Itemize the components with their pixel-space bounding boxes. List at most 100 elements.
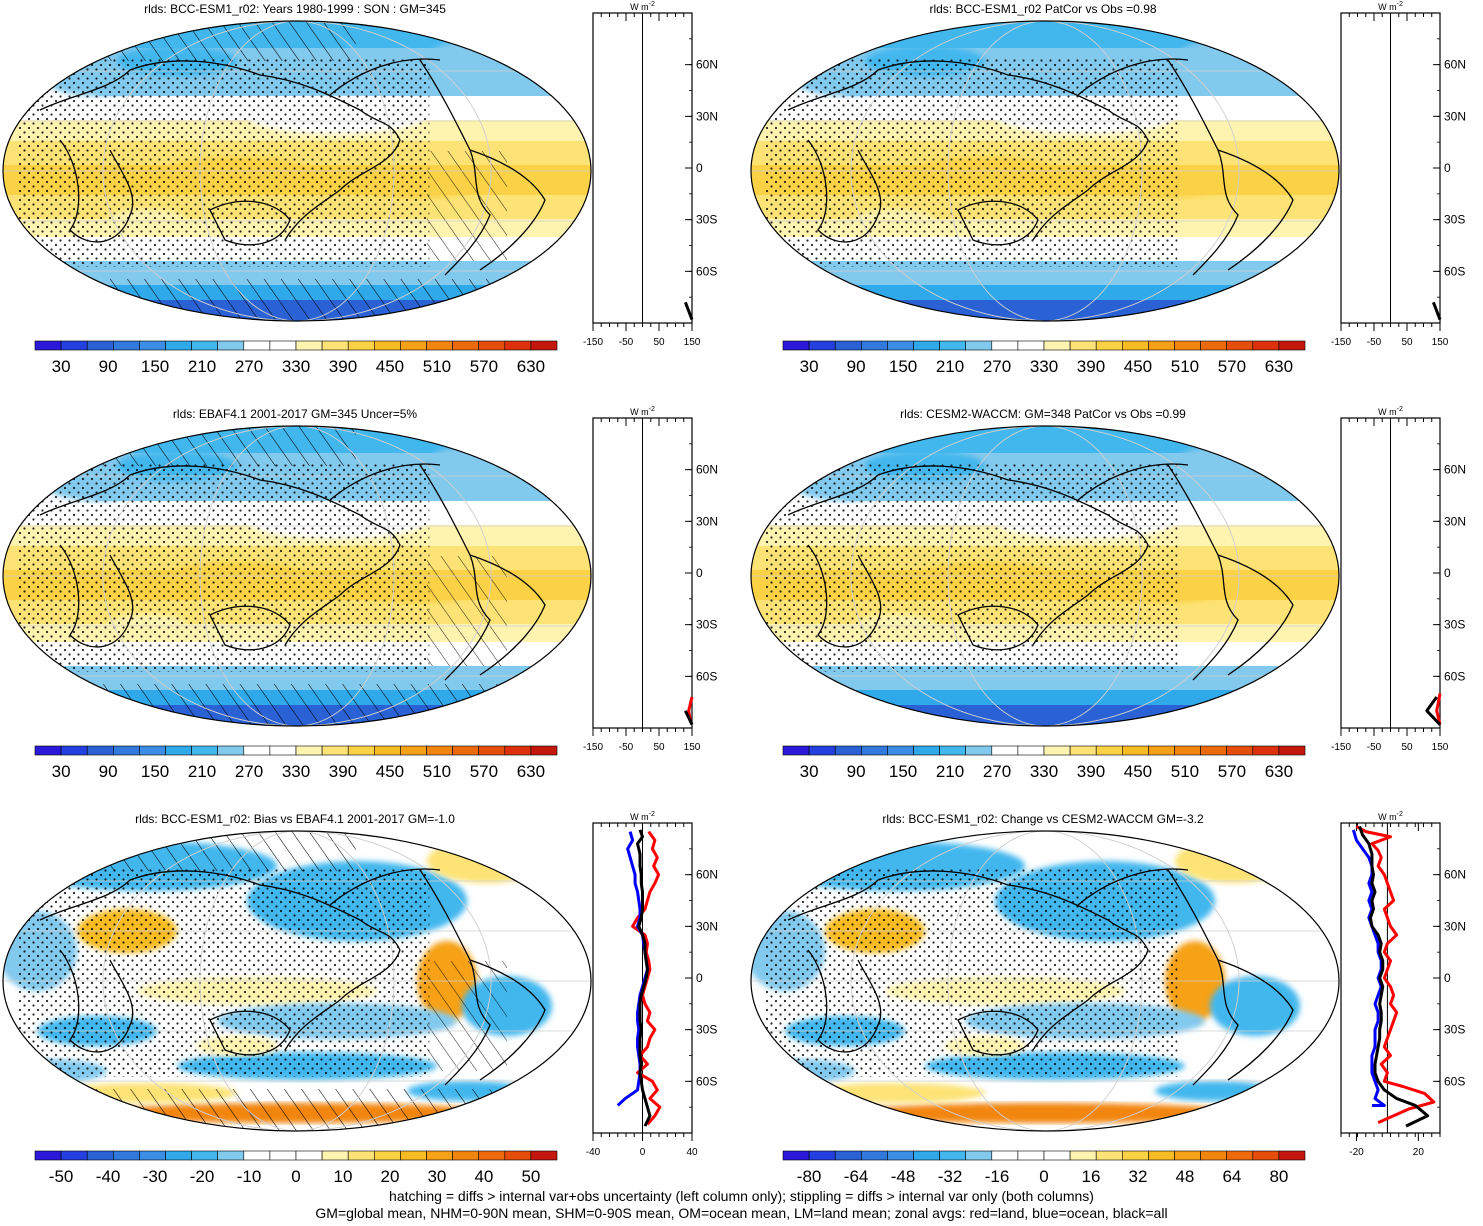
- colorbar-swatch: [243, 745, 271, 756]
- colorbar-swatch: [1069, 340, 1097, 351]
- colorbar-swatch: [217, 340, 245, 351]
- zonal-y-tick-label: 30S: [1444, 1023, 1465, 1037]
- colorbar-tick-label: 210: [936, 357, 964, 376]
- colorbar-tick-label: 16: [1082, 1167, 1101, 1186]
- colorbar-swatch: [478, 1150, 506, 1161]
- zonal-line-black: [636, 829, 652, 1127]
- map: [750, 20, 1340, 322]
- colorbar-swatch: [965, 1150, 993, 1161]
- colorbar-swatch: [991, 340, 1019, 351]
- zonal-unit-label: W m-2: [1378, 406, 1403, 417]
- colorbar-swatch: [939, 1150, 966, 1161]
- zonal-x-tick-label: 50: [1401, 742, 1413, 753]
- colorbar-swatch: [478, 745, 506, 756]
- zonal-y-tick-label: 0: [1444, 161, 1451, 175]
- zonal-y-tick-label: 60S: [1444, 264, 1465, 278]
- colorbar-tick-label: 510: [1171, 357, 1199, 376]
- colorbar-swatch: [1174, 340, 1201, 351]
- zonal-x-tick-label: 40: [686, 1147, 698, 1158]
- colorbar-swatch: [913, 1150, 940, 1161]
- colorbar-tick-label: 30: [52, 762, 71, 781]
- colorbar-tick-label: 330: [282, 762, 310, 781]
- zonal-unit-label: W m-2: [1378, 811, 1403, 822]
- colorbar-swatch: [321, 340, 349, 351]
- zonal-y-tick-label: 30N: [1444, 919, 1466, 933]
- zonal-y-tick-label: 30N: [1444, 514, 1466, 528]
- colorbar-swatch: [504, 1150, 532, 1161]
- colorbar-tick-label: 570: [470, 357, 498, 376]
- colorbar-swatch: [452, 745, 480, 756]
- colorbar-swatch: [782, 340, 810, 351]
- colorbar-swatch: [1200, 1150, 1227, 1161]
- panel-title: rlds: BCC-ESM1_r02: Bias vs EBAF4.1 2001…: [135, 812, 455, 826]
- zonal-y-tick-label: 60S: [1444, 1074, 1465, 1088]
- colorbar-tick-label: 0: [291, 1167, 300, 1186]
- graticule: [751, 21, 1339, 321]
- zonal-x-tick-label: 50: [653, 742, 665, 753]
- map: [750, 425, 1340, 727]
- colorbar-tick-label: -64: [844, 1167, 869, 1186]
- zonal-line-black: [1425, 696, 1442, 726]
- zonal-y-tick-label: 60S: [1444, 669, 1465, 683]
- colorbar-tick-label: 90: [847, 762, 866, 781]
- colorbar-swatch: [1148, 340, 1175, 351]
- colorbar-swatch: [782, 1150, 810, 1161]
- colorbar-swatch: [991, 745, 1019, 756]
- colorbar-swatch: [530, 340, 558, 351]
- stipple-overlay: [765, 57, 1178, 267]
- colorbar-swatch: [139, 745, 166, 756]
- zonal-x-tick-label: -150: [1331, 337, 1351, 348]
- colorbar-tick-label: -16: [985, 1167, 1010, 1186]
- colorbar-swatch: [965, 745, 993, 756]
- colorbar-tick-label: 330: [1030, 762, 1058, 781]
- colorbar-tick-label: 90: [99, 357, 118, 376]
- colorbar-swatch: [165, 340, 192, 351]
- colorbar-tick-label: 330: [1030, 357, 1058, 376]
- zonal-x-tick-label: 50: [653, 337, 665, 348]
- zonal-x-tick-label: -50: [619, 337, 634, 348]
- colorbar-swatch: [400, 340, 427, 351]
- colorbar-tick-label: 270: [983, 762, 1011, 781]
- colorbar-swatch: [530, 1150, 558, 1161]
- zonal-y-tick-label: 30S: [1444, 618, 1465, 632]
- map: [750, 830, 1340, 1132]
- colorbar-swatch: [1226, 340, 1254, 351]
- colorbar-swatch: [834, 745, 862, 756]
- colorbar-swatch: [530, 745, 558, 756]
- colorbar-swatch: [373, 340, 401, 351]
- colorbar-swatch: [139, 1150, 166, 1161]
- colorbar-tick-label: -32: [938, 1167, 963, 1186]
- colorbar-tick-label: 450: [376, 762, 404, 781]
- colorbar-swatch: [452, 1150, 480, 1161]
- colorbar: 30 90 150 210 270 330 390 450 510 570 630: [34, 340, 558, 376]
- colorbar-swatch: [1069, 1150, 1097, 1161]
- panel-title: rlds: BCC-ESM1_r02: Change vs CESM2-WACC…: [882, 812, 1204, 826]
- panel-5: rlds: BCC-ESM1_r02: Bias vs EBAF4.1 2001…: [2, 811, 718, 1186]
- colorbar-tick-label: -30: [143, 1167, 168, 1186]
- colorbar: 30 90 150 210 270 330 390 450 510 570 630: [34, 745, 558, 781]
- colorbar-tick-label: 270: [235, 357, 263, 376]
- colorbar-tick-label: 30: [52, 357, 71, 376]
- colorbar-tick-label: 90: [99, 762, 118, 781]
- colorbar-swatch: [400, 1150, 427, 1161]
- zonal-mean-plot: W m-2 -40 0 40 60N 30N 0 30S 60S: [586, 811, 718, 1158]
- footer-note-means: GM=global mean, NHM=0-90N mean, SHM=0-90…: [315, 1205, 1168, 1221]
- colorbar-swatch: [1148, 1150, 1175, 1161]
- colorbar-tick-label: 30: [800, 762, 819, 781]
- colorbar-tick-label: 390: [329, 762, 357, 781]
- colorbar-swatch: [86, 745, 114, 756]
- coastlines: [39, 39, 561, 276]
- colorbar-swatch: [860, 745, 888, 756]
- zonal-x-tick-label: 150: [684, 337, 701, 348]
- colorbar-tick-label: 150: [889, 762, 917, 781]
- zonal-line-black: [1431, 301, 1442, 321]
- colorbar-tick-label: 510: [1171, 762, 1199, 781]
- colorbar-swatch: [1122, 340, 1149, 351]
- colorbar-swatch: [1174, 1150, 1201, 1161]
- colorbar-swatch: [1252, 340, 1280, 351]
- colorbar-tick-label: 210: [188, 762, 216, 781]
- colorbar-swatch: [295, 1150, 323, 1161]
- colorbar-tick-label: -48: [891, 1167, 916, 1186]
- zonal-x-tick-label: 150: [1432, 337, 1449, 348]
